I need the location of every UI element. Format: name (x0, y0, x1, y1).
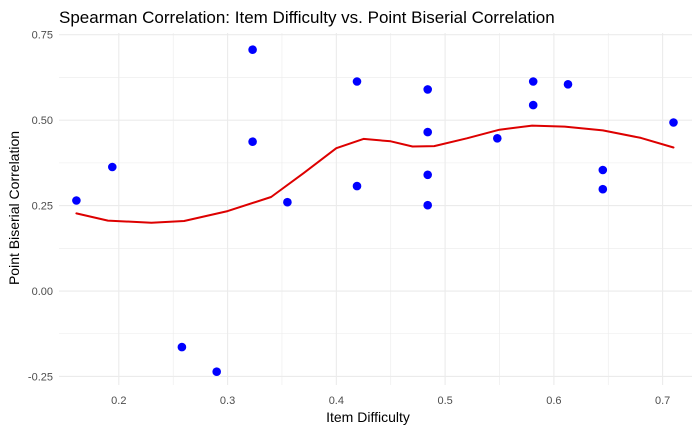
y-tick-label: 0.50 (32, 115, 53, 127)
points-layer (72, 45, 678, 377)
x-tick-label: 0.3 (220, 395, 235, 407)
grid (59, 33, 692, 385)
x-tick-label: 0.7 (655, 395, 670, 407)
x-tick-label: 0.6 (546, 395, 561, 407)
y-tick-label: 0.75 (32, 30, 53, 42)
smooth-line (75, 124, 675, 224)
data-point (598, 165, 608, 175)
data-point (669, 118, 678, 127)
y-axis-title: Point Biserial Correlation (6, 131, 22, 285)
data-point (423, 200, 433, 210)
data-point (598, 184, 608, 194)
y-tick-label: 0.00 (32, 286, 53, 298)
data-point (423, 85, 433, 94)
data-point (493, 134, 502, 143)
data-point (528, 77, 538, 86)
data-point (108, 162, 117, 172)
smooth-line-layer (75, 124, 675, 224)
data-point (352, 181, 362, 191)
data-point (212, 367, 221, 377)
y-axis-ticks: -0.25 0.00 0.25 0.50 0.75 (28, 30, 53, 384)
y-tick-label: -0.25 (28, 371, 53, 383)
x-tick-label: 0.4 (329, 395, 344, 407)
data-point (248, 45, 257, 54)
y-tick-label: 0.25 (32, 201, 53, 213)
x-axis-ticks: 0.2 0.3 0.4 0.5 0.6 0.7 (111, 395, 670, 407)
x-tick-label: 0.5 (437, 395, 452, 407)
chart-title: Spearman Correlation: Item Difficulty vs… (59, 8, 555, 27)
data-point (423, 127, 433, 137)
data-point (528, 100, 538, 110)
data-point (283, 197, 292, 207)
data-point (248, 137, 257, 146)
data-point (563, 80, 573, 89)
data-point (72, 196, 81, 205)
data-point (423, 170, 433, 180)
x-axis-title: Item Difficulty (326, 409, 410, 425)
data-point (177, 342, 187, 352)
x-tick-label: 0.2 (111, 395, 126, 407)
data-point (352, 77, 362, 86)
